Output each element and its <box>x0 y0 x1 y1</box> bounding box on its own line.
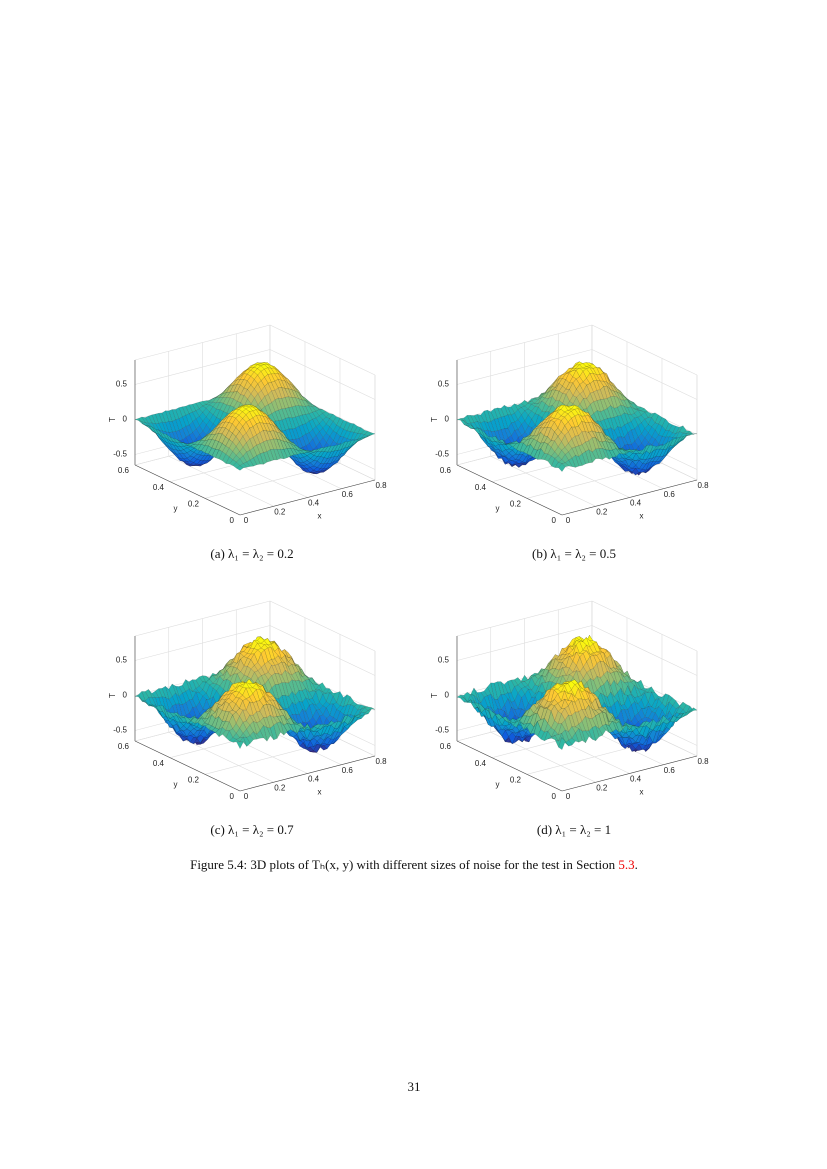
x-tick-label: 0 <box>244 792 249 801</box>
box-edge <box>269 324 376 376</box>
figure-caption: Figure 5.4: 3D plots of Tₕ(x, y) with di… <box>190 857 638 872</box>
x-axis-label: x <box>640 788 644 797</box>
x-tick-label: 0.4 <box>308 775 320 784</box>
x-axis-label: x <box>640 512 644 521</box>
surface <box>134 362 376 474</box>
z-tick-label: 0.5 <box>438 380 450 389</box>
y-tick-label: 0.6 <box>440 742 452 751</box>
x-tick-label: 0.8 <box>697 757 709 766</box>
z-tick-label: 0.5 <box>116 380 128 389</box>
caption-ref[interactable]: 5.3 <box>618 857 634 872</box>
y-tick-label: 0.2 <box>510 775 522 784</box>
x-tick-label: 0.6 <box>664 766 676 775</box>
z-tick-label: 0.5 <box>116 656 128 665</box>
z-tick-label: -0.5 <box>435 450 449 459</box>
x-tick-label: 0.2 <box>596 507 608 516</box>
x-tick-label: 0.8 <box>375 757 387 766</box>
y-tick-label: 0.4 <box>153 483 165 492</box>
y-tick-label: 0 <box>552 516 557 525</box>
x-tick-label: 0.4 <box>630 499 642 508</box>
x-tick-label: 0.2 <box>274 507 286 516</box>
subfigure-caption: (c) λ₁ = λ₂ = 0.7 <box>210 822 294 837</box>
x-tick-label: 0.4 <box>630 775 642 784</box>
z-tick-label: 0.5 <box>438 656 450 665</box>
x-tick-label: 0 <box>244 516 249 525</box>
y-axis-label: y <box>496 504 500 513</box>
x-tick-label: 0.2 <box>274 783 286 792</box>
grid-line <box>168 455 274 507</box>
page-number: 31 <box>408 1079 421 1094</box>
grid-line <box>269 349 376 400</box>
z-tick-label: 0 <box>123 415 128 424</box>
x-tick-label: 0.6 <box>664 490 676 499</box>
y-tick-label: 0.2 <box>188 499 200 508</box>
x-tick-label: 0 <box>566 516 571 525</box>
z-tick-label: 0 <box>445 691 450 700</box>
x-tick-label: 0.4 <box>308 499 320 508</box>
x-tick-label: 0.8 <box>375 481 387 490</box>
y-axis-label: y <box>496 780 500 789</box>
y-tick-label: 0.2 <box>510 499 522 508</box>
y-tick-label: 0.6 <box>118 742 130 751</box>
y-tick-label: 0 <box>230 516 235 525</box>
caption-text: 3D plots of Tₕ(x, y) with different size… <box>250 857 615 872</box>
z-tick-label: -0.5 <box>113 726 127 735</box>
y-tick-label: 0.4 <box>475 759 487 768</box>
x-axis-label: x <box>318 788 322 797</box>
y-axis-label: y <box>174 780 178 789</box>
subfigure-caption: (b) λ₁ = λ₂ = 0.5 <box>532 546 616 561</box>
x-axis-label: x <box>318 512 322 521</box>
caption-end: . <box>635 857 638 872</box>
z-tick-label: -0.5 <box>435 726 449 735</box>
x-tick-label: 0.6 <box>342 490 354 499</box>
y-tick-label: 0 <box>230 792 235 801</box>
x-tick-label: 0 <box>566 792 571 801</box>
z-axis-label: T <box>108 417 117 422</box>
z-axis-label: T <box>108 693 117 698</box>
z-tick-label: -0.5 <box>113 450 127 459</box>
y-tick-label: 0.6 <box>440 466 452 475</box>
z-axis-label: T <box>430 417 439 422</box>
z-axis-label: T <box>430 693 439 698</box>
subfigure-caption: (a) λ₁ = λ₂ = 0.2 <box>210 546 293 561</box>
y-tick-label: 0.2 <box>188 775 200 784</box>
z-tick-label: 0 <box>445 415 450 424</box>
y-tick-label: 0 <box>552 792 557 801</box>
x-axis-line <box>239 479 376 516</box>
y-tick-label: 0.4 <box>153 759 165 768</box>
x-tick-label: 0.6 <box>342 766 354 775</box>
figure-panel: 0.5 0 -0.5 0 0.2 0.4 0.6 0.8 0.6 0.4 0.2 0 Ty x (a) λ₁… <box>108 324 387 561</box>
y-tick-label: 0.6 <box>118 466 130 475</box>
y-axis-line <box>134 464 241 516</box>
x-tick-label: 0.8 <box>697 481 709 490</box>
caption-label: Figure 5.4: <box>190 857 247 872</box>
z-tick-label: 0 <box>123 691 128 700</box>
y-tick-label: 0.4 <box>475 483 487 492</box>
x-tick-label: 0.2 <box>596 783 608 792</box>
y-axis-label: y <box>174 504 178 513</box>
